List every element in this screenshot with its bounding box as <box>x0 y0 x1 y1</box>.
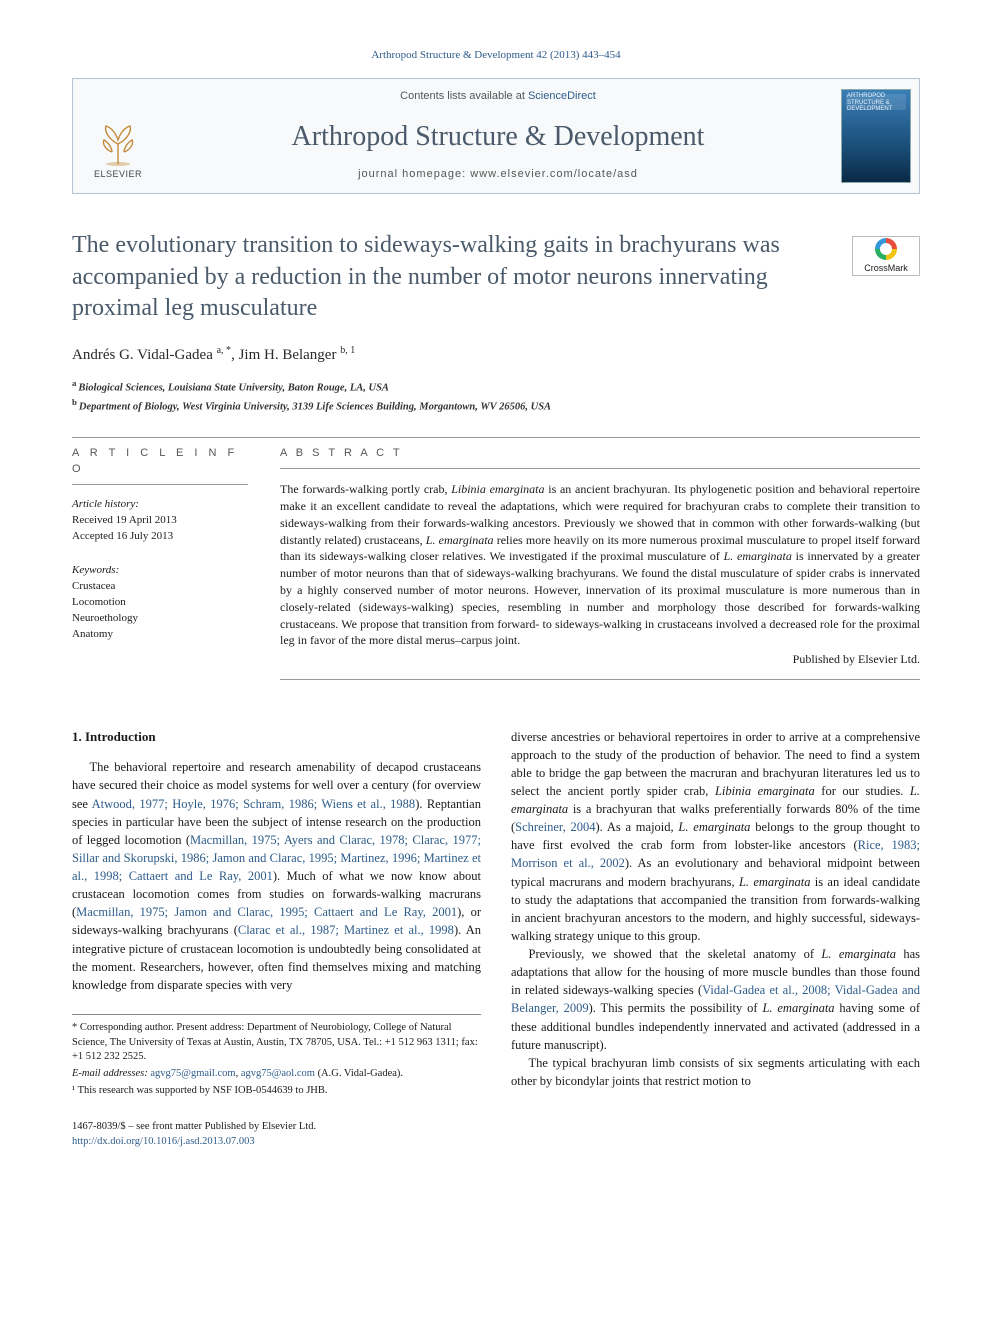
article-title: The evolutionary transition to sideways-… <box>72 230 834 324</box>
front-matter-line: 1467-8039/$ – see front matter Published… <box>72 1120 920 1149</box>
body-paragraph: The typical brachyuran limb consists of … <box>511 1054 920 1090</box>
footnotes: * Corresponding author. Present address:… <box>72 1014 481 1098</box>
divider <box>72 484 248 485</box>
citation-link[interactable]: Atwood, 1977; Hoyle, 1976; Schram, 1986;… <box>92 797 416 811</box>
funding-note: ¹ This research was supported by NSF IOB… <box>72 1084 481 1099</box>
species-name: L. emarginata <box>739 875 811 889</box>
divider <box>280 468 920 469</box>
doi-link[interactable]: http://dx.doi.org/10.1016/j.asd.2013.07.… <box>72 1136 255 1147</box>
text-run: ). As a majoid, <box>595 820 678 834</box>
species-name: L. emarginata <box>678 820 750 834</box>
body-paragraph: diverse ancestries or behavioral reperto… <box>511 728 920 946</box>
publisher-logo-cell: ELSEVIER <box>73 79 163 193</box>
species-name: Libinia emarginata <box>715 784 815 798</box>
citation-link[interactable]: Clarac et al., 1987; Martinez et al., 19… <box>238 923 454 937</box>
keyword: Locomotion <box>72 595 248 611</box>
divider <box>280 679 920 680</box>
affil-sup-b: b <box>72 397 77 407</box>
abstract-heading: A B S T R A C T <box>280 446 920 462</box>
text-run: ). This permits the possibility of <box>589 1001 763 1015</box>
received-line: Received 19 April 2013 <box>72 513 248 529</box>
crossmark-icon <box>875 238 897 260</box>
divider <box>72 437 920 438</box>
text-run: Previously, we showed that the skeletal … <box>529 947 822 961</box>
section-heading: 1. Introduction <box>72 728 481 747</box>
species-name: L. emarginata <box>821 947 896 961</box>
journal-name: Arthropod Structure & Development <box>292 117 705 158</box>
citation-link[interactable]: Macmillan, 1975; Jamon and Clarac, 1995;… <box>76 905 457 919</box>
body-paragraph: The behavioral repertoire and research a… <box>72 758 481 994</box>
keywords-label: Keywords: <box>72 563 248 579</box>
affil-b: Department of Biology, West Virginia Uni… <box>79 401 551 412</box>
accepted-line: Accepted 16 July 2013 <box>72 529 248 545</box>
cover-title: ARTHROPOD STRUCTURE & DEVELOPMENT <box>847 93 905 113</box>
keyword: Neuroethology <box>72 611 248 627</box>
email-link[interactable]: agvg75@gmail.com <box>150 1068 235 1079</box>
email-link[interactable]: agvg75@aol.com <box>241 1068 315 1079</box>
affil-sup-a: a <box>72 378 76 388</box>
homepage-prefix: journal homepage: <box>358 168 470 180</box>
citation-link[interactable]: Schreiner, 2004 <box>515 820 595 834</box>
publisher-label: ELSEVIER <box>94 168 142 181</box>
history-label: Article history: <box>72 497 248 513</box>
abstract-text: The forwards-walking portly crab, Libini… <box>280 481 920 649</box>
affiliations: aBiological Sciences, Louisiana State Un… <box>72 377 920 416</box>
issn-line: 1467-8039/$ – see front matter Published… <box>72 1120 920 1135</box>
running-citation: Arthropod Structure & Development 42 (20… <box>72 48 920 64</box>
corresponding-author-note: * Corresponding author. Present address:… <box>72 1021 481 1065</box>
contents-prefix: Contents lists available at <box>400 90 528 102</box>
keyword: Crustacea <box>72 579 248 595</box>
email-label: E-mail addresses: <box>72 1068 148 1079</box>
homepage-line: journal homepage: www.elsevier.com/locat… <box>358 167 638 183</box>
affil-a: Biological Sciences, Louisiana State Uni… <box>78 382 389 393</box>
crossmark-badge[interactable]: CrossMark <box>852 236 920 276</box>
homepage-url: www.elsevier.com/locate/asd <box>470 168 638 180</box>
text-run: for our studies. <box>815 784 910 798</box>
sciencedirect-link[interactable]: ScienceDirect <box>528 90 596 102</box>
crossmark-label: CrossMark <box>864 262 908 275</box>
email-line: E-mail addresses: agvg75@gmail.com, agvg… <box>72 1067 481 1082</box>
authors: Andrés G. Vidal-Gadea a, *, Jim H. Belan… <box>72 344 920 367</box>
body-columns: 1. Introduction The behavioral repertoir… <box>72 728 920 1099</box>
article-info-heading: A R T I C L E I N F O <box>72 446 248 478</box>
journal-cover-thumb: ARTHROPOD STRUCTURE & DEVELOPMENT <box>841 89 911 183</box>
contents-line: Contents lists available at ScienceDirec… <box>400 89 596 105</box>
species-name: L. emarginata <box>762 1001 834 1015</box>
keyword: Anatomy <box>72 627 248 643</box>
cover-thumb-cell: ARTHROPOD STRUCTURE & DEVELOPMENT <box>833 79 919 193</box>
body-paragraph: Previously, we showed that the skeletal … <box>511 945 920 1054</box>
journal-header: ELSEVIER Contents lists available at Sci… <box>72 78 920 194</box>
publisher-line: Published by Elsevier Ltd. <box>280 651 920 668</box>
keywords-list: Crustacea Locomotion Neuroethology Anato… <box>72 579 248 643</box>
elsevier-tree-icon <box>90 122 146 166</box>
email-tail: (A.G. Vidal-Gadea). <box>315 1068 403 1079</box>
elsevier-logo: ELSEVIER <box>86 117 150 181</box>
